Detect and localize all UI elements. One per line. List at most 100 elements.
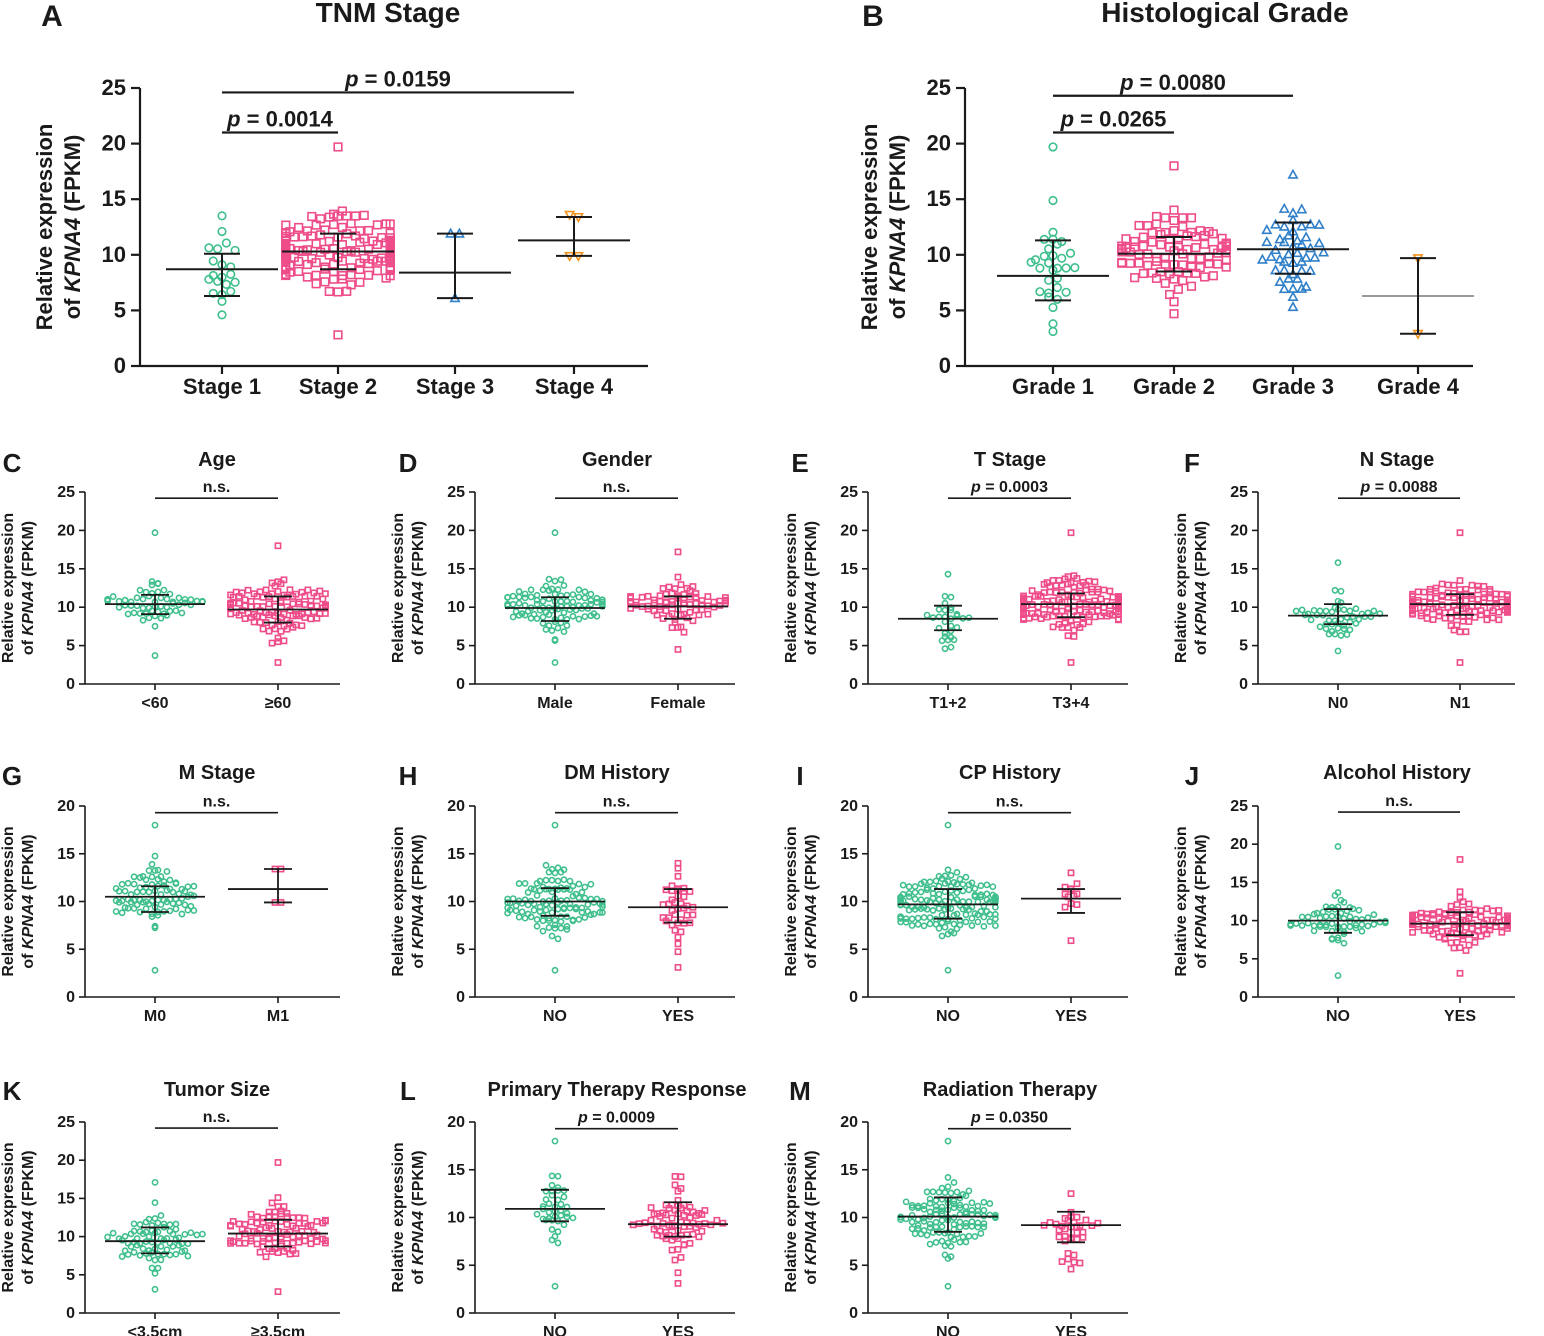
data-point [563, 1209, 571, 1217]
data-point [599, 596, 606, 604]
data-point [1414, 588, 1422, 596]
data-point [1316, 623, 1324, 631]
data-point [172, 1220, 180, 1228]
data-point [1340, 625, 1348, 633]
data-point [674, 548, 682, 556]
data-point [289, 1239, 297, 1247]
data-point [355, 277, 365, 287]
data-point [154, 866, 162, 874]
y-tick-label: 15 [447, 846, 465, 863]
data-point [1429, 616, 1437, 624]
data-point [1346, 626, 1354, 634]
data-point [911, 883, 919, 890]
data-point [953, 889, 961, 897]
data-point [677, 928, 685, 936]
data-point [321, 610, 329, 617]
y-tick-label: 15 [57, 846, 75, 863]
data-point [1052, 582, 1060, 590]
data-point [1346, 923, 1354, 931]
data-point [908, 915, 916, 923]
data-point [1094, 607, 1102, 615]
y-axis-label-line1: Relative expression [1173, 513, 1190, 663]
data-point [587, 911, 595, 919]
data-point [944, 930, 952, 938]
data-point [557, 1211, 565, 1219]
data-point [905, 883, 913, 891]
y-tick-label: 5 [66, 638, 75, 655]
data-point [1208, 271, 1218, 281]
y-tick-label: 0 [849, 989, 858, 1006]
data-point [1307, 616, 1315, 624]
data-point [572, 905, 580, 913]
data-point [169, 888, 177, 896]
y-tick-label: 15 [1230, 874, 1248, 891]
data-point [566, 904, 574, 912]
data-point [941, 618, 949, 626]
data-point [226, 269, 236, 279]
data-point [980, 1220, 988, 1227]
data-point [1037, 615, 1045, 623]
y-tick-label: 15 [840, 561, 858, 578]
data-point [932, 899, 940, 907]
data-point [1044, 275, 1054, 285]
data-point [320, 277, 330, 287]
data-point [1352, 619, 1360, 627]
data-point [1117, 258, 1127, 268]
data-point [1429, 930, 1437, 938]
data-point [1423, 608, 1431, 616]
data-point [911, 889, 919, 896]
data-point [208, 288, 218, 298]
data-point [938, 1237, 946, 1245]
data-point [1204, 258, 1214, 269]
data-point [1064, 1255, 1072, 1263]
data-point [1480, 582, 1488, 590]
data-point [653, 611, 661, 619]
data-point [311, 258, 321, 268]
data-point [1067, 869, 1075, 877]
data-point [1070, 633, 1078, 640]
data-point [908, 1225, 916, 1233]
data-point [1067, 659, 1075, 666]
y-tick-label: 25 [1230, 484, 1248, 501]
data-point [554, 1172, 562, 1180]
data-point [277, 627, 285, 635]
data-point [172, 607, 180, 615]
data-point [989, 883, 997, 891]
data-point [1453, 606, 1461, 614]
data-point [217, 296, 227, 307]
data-point [908, 1211, 916, 1219]
data-point [897, 913, 904, 921]
x-tick-label: NO [1326, 1008, 1350, 1025]
data-point [262, 1253, 270, 1261]
data-point [1073, 593, 1081, 601]
data-point [321, 1217, 329, 1225]
data-point [944, 570, 952, 578]
data-point [169, 900, 177, 907]
data-point [1147, 228, 1157, 238]
panel-a: A TNM Stage 0 5 10 15 20 25 Relative expression o… [32, 0, 648, 399]
data-point [950, 1179, 958, 1186]
data-point [151, 852, 159, 860]
y-axis-label-line1: Relative expression [390, 1142, 407, 1292]
data-point [1138, 241, 1149, 251]
data-point [992, 894, 999, 902]
y-tick-label: 5 [849, 638, 858, 655]
data-point [581, 613, 589, 621]
data-point [1340, 898, 1348, 906]
data-point [974, 918, 982, 926]
data-point [142, 1218, 150, 1226]
panel-g: G M Stage 0 5 10 15 20 Relative expression of KP… [0, 761, 340, 1025]
data-point [536, 903, 544, 911]
data-point [545, 1208, 553, 1216]
panel-e: E T Stage 0 5 10 15 20 25 Relative expression of … [783, 448, 1128, 712]
data-point [962, 1192, 970, 1200]
panel-m: M Radiation Therapy 0 5 10 15 20 Relative expre… [783, 1076, 1128, 1336]
data-point [311, 270, 321, 280]
data-point [1352, 921, 1360, 929]
y-axis-label-line1: Relative expression [390, 513, 407, 663]
data-point [563, 926, 571, 933]
data-point [683, 911, 691, 919]
data-point [548, 1236, 556, 1244]
data-point [1130, 273, 1140, 283]
panel-letter: K [3, 1076, 22, 1106]
